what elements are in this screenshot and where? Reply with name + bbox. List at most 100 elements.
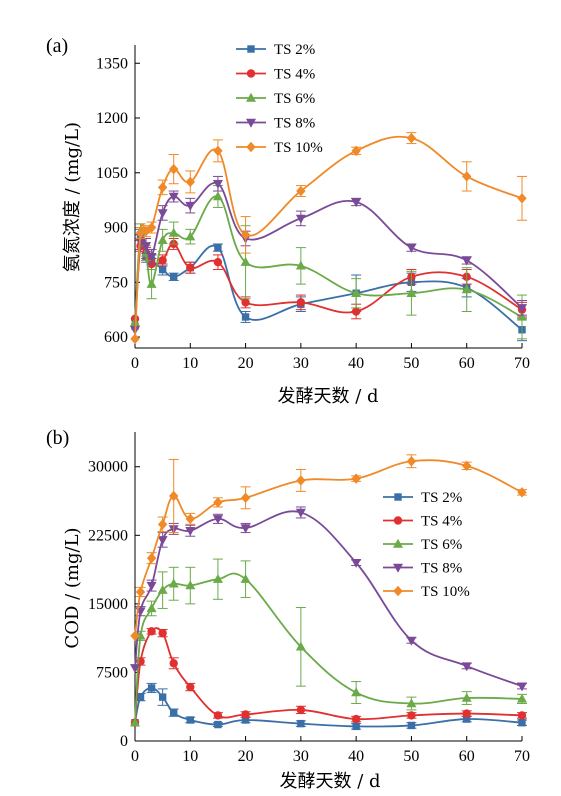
legend-marker <box>246 92 256 102</box>
data-point <box>461 692 472 702</box>
data-point <box>214 720 222 729</box>
x-tick-label: 10 <box>182 748 198 765</box>
data-point <box>146 552 157 564</box>
data-point <box>463 715 471 723</box>
data-point <box>406 132 417 144</box>
data-point <box>213 711 223 720</box>
data-point <box>240 229 251 241</box>
data-point <box>240 492 251 504</box>
legend-item: TS 10% <box>236 140 323 156</box>
data-point <box>158 256 167 265</box>
series-8pct <box>130 506 527 692</box>
y-tick-label: 900 <box>104 220 128 237</box>
data-point <box>241 716 250 724</box>
data-point <box>168 578 179 588</box>
data-point <box>169 659 178 668</box>
legend-label: TS 8% <box>274 116 315 132</box>
data-point <box>186 263 195 272</box>
data-point <box>185 231 196 241</box>
data-point <box>186 682 195 692</box>
legend-marker <box>246 141 256 153</box>
x-tick-label: 60 <box>459 748 475 765</box>
y-tick-label: 22500 <box>88 527 128 544</box>
data-point <box>462 171 472 182</box>
data-point <box>240 524 251 534</box>
data-point <box>147 684 156 692</box>
data-point <box>169 490 179 502</box>
x-tick-label: 40 <box>348 748 364 765</box>
data-point <box>147 627 156 636</box>
x-axis-title: 发酵天数 / d <box>277 386 378 407</box>
data-point <box>351 687 362 697</box>
data-point <box>213 497 223 508</box>
data-point <box>157 209 168 219</box>
legend-item: TS 2% <box>383 490 462 506</box>
data-point <box>213 145 223 157</box>
legend-item: TS 6% <box>236 91 315 107</box>
legend-marker <box>246 118 256 128</box>
data-point <box>518 719 526 727</box>
legend-item: TS 6% <box>383 537 462 553</box>
data-point <box>517 711 527 720</box>
data-point <box>351 714 361 724</box>
data-point <box>406 636 417 646</box>
panel-label: (a) <box>46 35 68 57</box>
x-tick-label: 20 <box>238 355 254 372</box>
data-point <box>185 201 196 211</box>
data-point <box>158 693 167 701</box>
data-point <box>241 298 250 307</box>
y-tick-label: 15000 <box>88 596 128 613</box>
series-line <box>134 459 523 636</box>
x-tick-label: 20 <box>238 748 254 765</box>
legend-item: TS 4% <box>236 67 315 83</box>
x-tick-label: 60 <box>459 355 475 372</box>
legend-label: TS 2% <box>421 490 462 506</box>
x-tick-label: 50 <box>403 355 419 372</box>
data-point <box>351 473 361 484</box>
series-10pct <box>130 454 527 642</box>
y-tick-label: 750 <box>104 274 128 291</box>
series-4pct <box>130 627 527 727</box>
legend-marker <box>246 69 256 78</box>
legend-item: TS 8% <box>383 561 462 577</box>
data-point <box>130 630 140 642</box>
x-axis-title: 发酵天数 / d <box>279 771 380 792</box>
data-point <box>406 698 417 708</box>
data-point <box>157 235 168 245</box>
data-point <box>517 693 527 703</box>
x-tick-label: 10 <box>182 355 198 372</box>
legend-marker <box>247 45 255 53</box>
series-6pct <box>130 185 527 340</box>
legend-marker <box>393 538 403 548</box>
data-point <box>297 719 305 728</box>
data-point <box>158 265 167 274</box>
data-point <box>146 222 157 233</box>
data-point <box>461 256 472 266</box>
data-point <box>406 456 417 467</box>
data-point <box>168 192 179 202</box>
data-point <box>295 641 306 651</box>
legend-marker <box>393 563 403 573</box>
legend-label: TS 10% <box>421 584 470 600</box>
data-point <box>407 711 416 720</box>
data-point <box>407 721 416 730</box>
data-point <box>240 573 251 583</box>
data-point <box>212 180 223 189</box>
y-tick-label: 0 <box>120 733 128 750</box>
series-6pct <box>130 558 527 727</box>
data-point <box>146 278 157 288</box>
y-axis-title: 氨氮浓度 / (mg/L) <box>62 122 83 272</box>
data-point <box>517 311 527 321</box>
y-tick-label: 1350 <box>96 55 128 72</box>
data-point <box>352 722 360 731</box>
legend-marker <box>394 493 402 501</box>
legend: TS 2% TS 4% TS 6% TS 8% TS 10% <box>383 490 470 600</box>
data-point <box>157 182 168 193</box>
data-point <box>157 536 168 546</box>
legend-marker <box>393 585 403 597</box>
data-point <box>136 693 145 701</box>
data-point <box>351 145 361 157</box>
data-point <box>214 243 222 252</box>
data-point <box>157 584 168 594</box>
data-point <box>461 662 472 672</box>
